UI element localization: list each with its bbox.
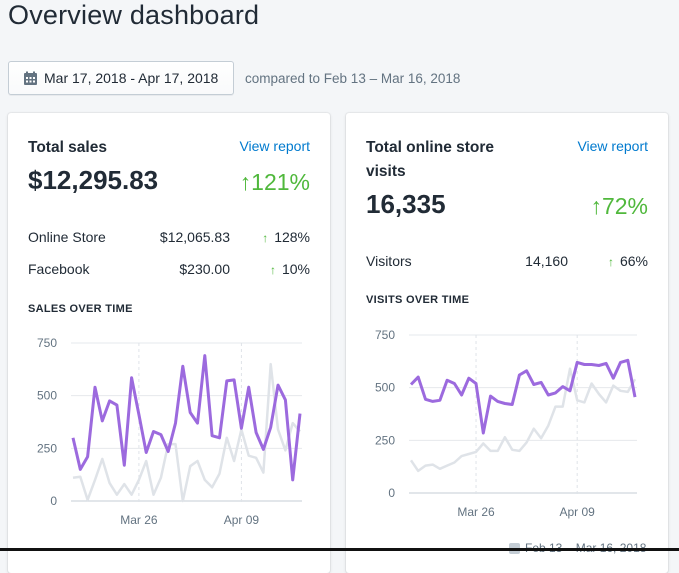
y-tick-label: 250 [375, 433, 395, 447]
total-sales-change: ↑121% [240, 169, 310, 196]
breakdown-row-facebook: Facebook $230.00 ↑ 10% [28, 261, 310, 281]
card-title-line1: Total online store [366, 139, 494, 156]
visits-over-time-chart: 0 250 500 750 Mar 26 Apr 09 [346, 320, 668, 535]
breakdown-row-visitors: Visitors 14,160 ↑ 66% [366, 253, 648, 273]
row-change: 128% [274, 229, 310, 245]
card-title: Total sales [28, 136, 107, 160]
card-title-line2: visits [366, 163, 406, 180]
y-tick-label: 750 [375, 328, 395, 342]
page-title: Overview dashboard [8, 0, 259, 31]
row-value: $230.00 [179, 261, 230, 277]
total-sales-card: Total sales View report $12,295.83 ↑121%… [8, 113, 330, 573]
view-report-link[interactable]: View report [577, 138, 648, 154]
view-report-link[interactable]: View report [239, 138, 310, 154]
row-value: 14,160 [525, 253, 568, 269]
y-tick-label: 750 [37, 336, 57, 350]
arrow-up-icon: ↑ [270, 263, 276, 277]
row-change: 66% [620, 253, 648, 269]
x-tick-label: Apr 09 [224, 513, 260, 527]
sales-over-time-chart: 0 250 500 750 Mar 26 Apr 09 [8, 328, 330, 543]
card-title: Total online store visits [366, 136, 494, 184]
x-tick-label: Apr 09 [560, 505, 596, 519]
y-tick-label: 0 [388, 486, 395, 500]
section-title: SALES OVER TIME [28, 303, 133, 315]
y-tick-label: 500 [375, 381, 395, 395]
section-title: VISITS OVER TIME [366, 294, 469, 306]
date-range-button[interactable]: Mar 17, 2018 - Apr 17, 2018 [8, 61, 234, 95]
comparison-text: compared to Feb 13 – Mar 16, 2018 [245, 71, 460, 86]
x-tick-label: Mar 26 [120, 513, 158, 527]
x-tick-label: Mar 26 [457, 505, 495, 519]
row-label: Online Store [28, 229, 106, 245]
total-visits-card: Total online store visits View report 16,… [346, 113, 668, 573]
calendar-icon [23, 71, 38, 86]
row-label: Visitors [366, 253, 412, 269]
row-value: $12,065.83 [160, 229, 230, 245]
date-range-label: Mar 17, 2018 - Apr 17, 2018 [44, 70, 218, 86]
arrow-up-icon: ↑ [262, 231, 268, 245]
total-sales-value: $12,295.83 [28, 165, 158, 196]
breakdown-row-online-store: Online Store $12,065.83 ↑ 128% [28, 229, 310, 249]
y-tick-label: 0 [50, 494, 57, 508]
row-label: Facebook [28, 261, 89, 277]
y-tick-label: 500 [37, 389, 57, 403]
row-change: 10% [282, 261, 310, 277]
total-visits-value: 16,335 [366, 189, 446, 220]
y-tick-label: 250 [37, 441, 57, 455]
total-visits-change: ↑72% [590, 193, 648, 220]
arrow-up-icon: ↑ [608, 255, 614, 269]
